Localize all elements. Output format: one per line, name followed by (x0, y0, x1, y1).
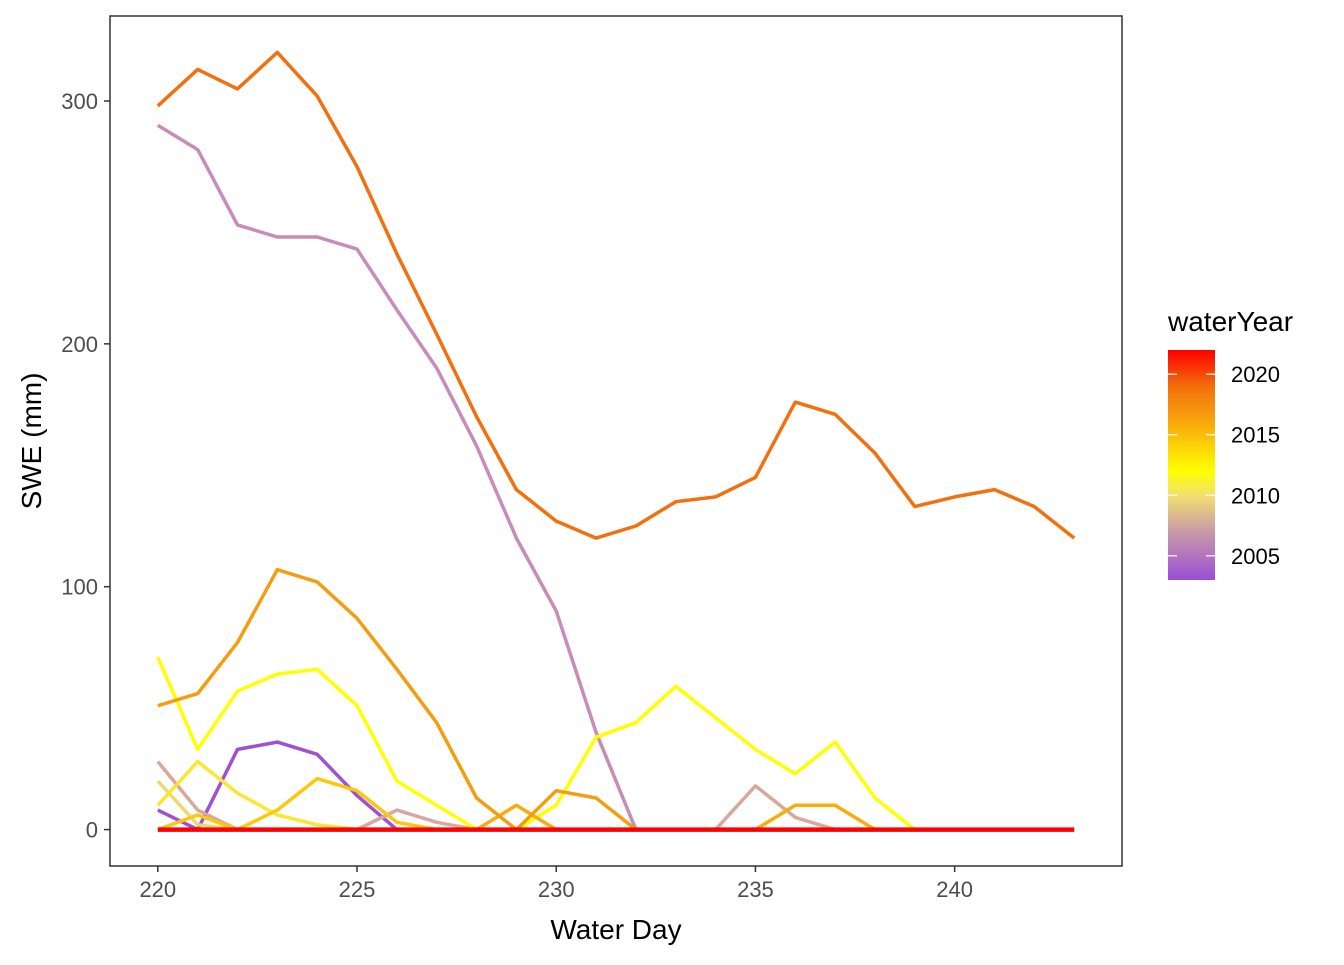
legend-title: waterYear (1167, 306, 1293, 337)
legend-tick-label: 2005 (1231, 544, 1280, 569)
legend-tick-label: 2015 (1231, 423, 1280, 448)
panel-background (110, 16, 1122, 866)
y-tick-label: 0 (86, 818, 98, 843)
x-axis-title: Water Day (550, 914, 681, 945)
x-tick-label: 220 (139, 877, 176, 902)
x-tick-label: 225 (339, 877, 376, 902)
legend-tick-label: 2010 (1231, 483, 1280, 508)
panel-border (109, 15, 1123, 867)
legend-tick-label: 2020 (1231, 362, 1280, 387)
x-tick-label: 230 (538, 877, 575, 902)
y-axis-title: SWE (mm) (16, 373, 47, 510)
series-line-2019 (156, 50, 1076, 540)
y-tick-label: 100 (61, 575, 98, 600)
x-axis: 220 225 230 235 240 (139, 866, 973, 902)
legend-colorbar (1168, 350, 1215, 580)
x-tick-label: 235 (737, 877, 774, 902)
legend-ticks: 2005 2010 2015 2020 (1168, 362, 1280, 569)
y-tick-label: 200 (61, 332, 98, 357)
legend: waterYear 2005 2010 2015 2020 (1167, 306, 1293, 580)
y-tick-label: 300 (61, 89, 98, 114)
series-layer (156, 50, 1076, 832)
y-axis: 0 100 200 300 (61, 89, 110, 843)
x-tick-label: 240 (936, 877, 973, 902)
